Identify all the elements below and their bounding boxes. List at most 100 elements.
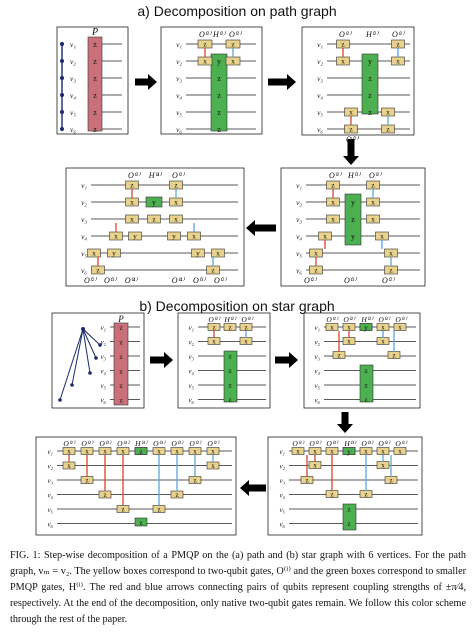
panel-b1-vertex-label: v₆ [100, 397, 106, 405]
p-gate-z-label: z [119, 381, 123, 390]
two-qubit-gate-label: x [130, 215, 134, 224]
two-qubit-gate-label: x [216, 249, 220, 258]
p-gate-z-label: z [93, 40, 97, 49]
pmqp-gate-z-label: z [364, 396, 367, 404]
two-qubit-gate-label: z [130, 181, 134, 190]
label-O2: O⁽²⁾ [343, 315, 356, 324]
two-qubit-gate-label: z [157, 505, 160, 513]
label-H1: H⁽¹⁾ [212, 30, 226, 39]
two-qubit-gate-label: z [337, 351, 340, 359]
two-qubit-gate [376, 447, 390, 455]
panel-b1-vertex-label: v₁ [100, 324, 106, 332]
graph-vertex-dot [98, 343, 102, 347]
panel-a1-vertex-label: v₃ [70, 74, 76, 83]
star-graph-edge [71, 328, 84, 386]
panel-b4-vertex-label: v₂ [279, 463, 285, 471]
label-H3: H⁽³⁾ [347, 171, 361, 180]
flow-arrow-a1-a2 [135, 74, 157, 90]
two-qubit-gate [191, 248, 205, 258]
two-qubit-gate-label: x [92, 249, 96, 258]
panel-a1-vertex-label: v₅ [70, 108, 76, 117]
label-O2: O⁽²⁾ [84, 276, 97, 285]
two-qubit-gate-label: z [305, 476, 308, 484]
two-qubit-gate-label: z [174, 181, 178, 190]
two-qubit-gate-label: z [96, 266, 100, 275]
p-gate [87, 36, 103, 132]
pmqp-gate-y-label: y [351, 198, 355, 207]
p-gate-z-label: z [93, 91, 97, 100]
panel-b3-vertex-label: v₄ [314, 368, 320, 376]
two-qubit-gate-label: x [341, 57, 345, 66]
two-qubit-gate [326, 214, 340, 224]
star-graph-edge [82, 328, 97, 359]
pmqp-gate-z-label: z [364, 367, 367, 375]
label-H3: H⁽³⁾ [343, 439, 357, 448]
panel-b1-vertex-label: v₃ [100, 353, 106, 361]
two-qubit-gate [98, 447, 112, 455]
panel-a1-vertex-label: v₆ [70, 125, 76, 134]
panel-a3-vertex-label: v₄ [317, 91, 323, 100]
two-qubit-gate-label: x [212, 337, 216, 345]
pmqp-gate-z-label: z [368, 74, 372, 83]
two-qubit-gate [107, 248, 121, 258]
star-graph-edge [59, 328, 84, 401]
two-qubit-gate-label: x [330, 447, 334, 455]
two-qubit-gate-label: x [331, 215, 335, 224]
two-qubit-gate-label: z [364, 490, 367, 498]
two-qubit-gate-label: x [67, 447, 71, 455]
label-O3: O⁽³⁾ [326, 439, 339, 448]
two-qubit-gate [325, 447, 339, 455]
p-gate-z-label: z [119, 352, 123, 361]
panel-a5-vertex-label: v₅ [81, 249, 87, 258]
two-qubit-gate-label: x [313, 461, 317, 469]
flow-arrow-a4-a5 [246, 220, 276, 236]
two-qubit-gate-label: y [133, 232, 137, 241]
pmqp-gate-y-label: y [364, 324, 368, 332]
two-qubit-gate-label: z [193, 476, 196, 484]
panel-a1-vertex-label: v₂ [70, 57, 76, 66]
panel-a2-vertex-label: v₅ [176, 108, 182, 117]
flow-arrow-b4-b5 [240, 480, 266, 496]
panel-b5-vertex-label: v₃ [47, 477, 53, 485]
gate-O1-right-label: x [231, 57, 235, 66]
flow-arrow-b3-b4 [337, 412, 353, 433]
pmqp-gate-H4-top [134, 447, 148, 455]
label-H1: H⁽¹⁾ [223, 315, 237, 324]
two-qubit-gate [116, 447, 130, 455]
p-gate-z-label: z [93, 57, 97, 66]
pmqp-gate-H3-top [342, 447, 356, 455]
label-top-b5: O⁽²⁾ [189, 439, 202, 448]
two-qubit-gate-label: x [323, 232, 327, 241]
two-qubit-gate-label: z [396, 40, 400, 49]
two-qubit-gate-label: z [211, 266, 215, 275]
two-qubit-gate-label: x [313, 447, 317, 455]
panel-b1-vertex-label: v₄ [100, 368, 106, 376]
panel-a2-vertex-label: v₃ [176, 74, 182, 83]
two-qubit-gate-label: z [389, 476, 392, 484]
two-qubit-gate-label: z [330, 490, 333, 498]
panel-a5-vertex-label: v₁ [81, 181, 87, 190]
two-qubit-gate [366, 214, 380, 224]
pmqp-gate-z-label: z [228, 367, 231, 375]
pmqp-gate-H3 [344, 193, 362, 246]
pmqp-gate-H1 [223, 350, 238, 403]
two-qubit-gate-label: x [244, 337, 248, 345]
panel-a5-vertex-label: v₆ [81, 266, 87, 275]
two-qubit-gate-label: y [172, 232, 176, 241]
two-qubit-gate-label: x [314, 249, 318, 258]
p-gate-z-label: z [119, 396, 123, 405]
panel-a2-vertex-label: v₆ [176, 125, 182, 134]
panel-a5-vertex-label: v₄ [81, 232, 87, 241]
label-O1: O⁽¹⁾ [326, 315, 339, 324]
two-qubit-gate-label: x [381, 337, 385, 345]
two-qubit-gate-label: x [331, 198, 335, 207]
pmqp-gate-H2 [359, 364, 374, 403]
pmqp-gate-z-label: z [228, 352, 231, 360]
two-qubit-gate-label: x [296, 447, 300, 455]
graph-vertex-dot [70, 383, 74, 387]
two-qubit-gate-label: x [67, 462, 71, 470]
panel-a5-vertex-label: v₂ [81, 198, 87, 207]
pmqp-gate-y-label: y [351, 232, 355, 241]
two-qubit-gate-label: z [103, 491, 106, 499]
gate-O1-left-label: z [203, 40, 207, 49]
